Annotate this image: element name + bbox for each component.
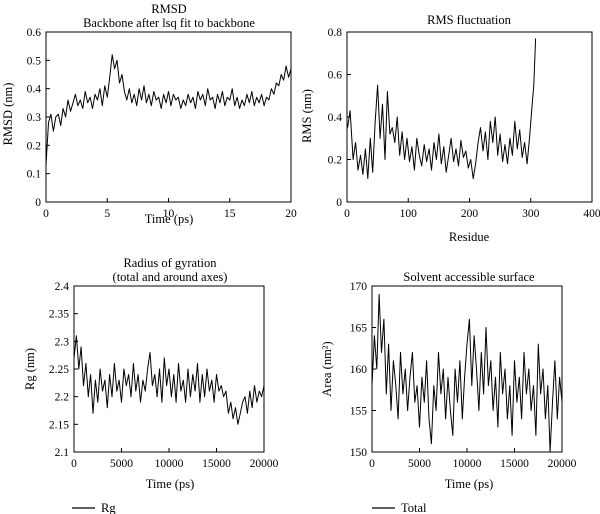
chart-title: RMS fluctuation	[427, 13, 511, 27]
y-tick-label: 2.35	[49, 309, 69, 321]
x-tick-label: 20000	[548, 458, 577, 470]
x-axis-label: Time (ps)	[145, 212, 194, 226]
series-line-rmsd	[45, 54, 292, 166]
chart-title-line-2: (total and around axes)	[113, 270, 228, 284]
plot-frame	[45, 31, 292, 203]
series-line-sas	[371, 293, 563, 453]
y-tick-label: 0	[35, 197, 41, 209]
x-tick-label: 15000	[202, 458, 231, 470]
y-tick-label: 160	[350, 364, 368, 376]
series-line-rmsf	[347, 38, 537, 180]
y-axis-label: Area (nm²)	[320, 341, 334, 396]
panel-rms-fluctuation: RMS fluctuation Residue RMS (nm) 0 100 200…	[300, 13, 600, 244]
y-tick-label: 2.15	[49, 419, 69, 431]
x-tick-label: 200	[461, 208, 479, 220]
x-tick-label: 5	[104, 208, 110, 220]
chart-title-line-1: RMSD	[151, 2, 186, 16]
x-tick-label: 0	[369, 458, 375, 470]
y-tick-label: 165	[350, 323, 368, 335]
x-tick-label: 400	[583, 208, 600, 220]
plot-frame	[371, 285, 563, 453]
x-tick-label: 20	[285, 208, 297, 220]
legend-label: Total	[401, 501, 427, 514]
y-tick-label: 2.2	[55, 392, 70, 404]
x-axis-label: Time (ps)	[445, 477, 494, 491]
x-tick-label: 100	[400, 208, 418, 220]
y-tick-label: 0.3	[27, 112, 42, 124]
legend-label: Rg	[101, 501, 116, 514]
y-tick-label: 0.8	[328, 27, 343, 39]
y-tick-label: 150	[350, 447, 368, 459]
y-axis-label: Rg (nm)	[23, 348, 37, 390]
y-tick-label: 0.2	[27, 140, 42, 152]
y-tick-label: 2.3	[55, 336, 70, 348]
y-tick-label: 2.1	[55, 447, 70, 459]
plot-frame	[346, 31, 593, 203]
y-axis-label: RMS (nm)	[300, 89, 314, 143]
x-tick-label: 5000	[110, 458, 133, 470]
y-tick-label: 0.6	[328, 70, 343, 82]
y-tick-label: 0.2	[328, 155, 343, 167]
x-tick-label: 10	[163, 208, 175, 220]
x-tick-label: 15	[224, 208, 236, 220]
chart-title-line-1: Radius of gyration	[123, 256, 217, 270]
x-axis-label: Residue	[449, 230, 490, 244]
x-tick-label: 20000	[250, 458, 279, 470]
x-tick-label: 0	[71, 458, 77, 470]
panel-solvent-accessible-surface: Solvent accessible surface Time (ps) Are…	[320, 270, 577, 514]
chart-title-line-2: Backbone after lsq fit to backbone	[83, 16, 255, 30]
x-tick-label: 0	[344, 208, 350, 220]
panel-radius-of-gyration: Radius of gyration (total and around axe…	[23, 256, 279, 514]
chart-title: Solvent accessible surface	[403, 270, 535, 284]
x-tick-label: 10000	[453, 458, 482, 470]
y-tick-label: 0.1	[27, 169, 42, 181]
panel-rmsd: RMSD Backbone after lsq fit to backbone …	[1, 2, 297, 226]
y-tick-label: 0.4	[27, 84, 42, 96]
y-tick-label: 2.4	[55, 281, 70, 293]
y-axis-label: RMSD (nm)	[1, 83, 15, 146]
y-tick-label: 0.6	[27, 27, 42, 39]
y-tick-label: 2.25	[49, 364, 69, 376]
x-tick-label: 5000	[408, 458, 431, 470]
y-tick-label: 0	[336, 197, 342, 209]
x-axis-label: Time (ps)	[146, 477, 195, 491]
x-tick-label: 300	[522, 208, 540, 220]
x-tick-label: 0	[43, 208, 49, 220]
y-tick-label: 155	[350, 406, 368, 418]
x-tick-label: 15000	[500, 458, 529, 470]
y-tick-label: 170	[350, 281, 368, 293]
y-tick-label: 0.5	[27, 55, 42, 67]
x-tick-label: 10000	[155, 458, 184, 470]
series-line-rg	[73, 335, 265, 425]
y-tick-label: 0.4	[328, 112, 343, 124]
